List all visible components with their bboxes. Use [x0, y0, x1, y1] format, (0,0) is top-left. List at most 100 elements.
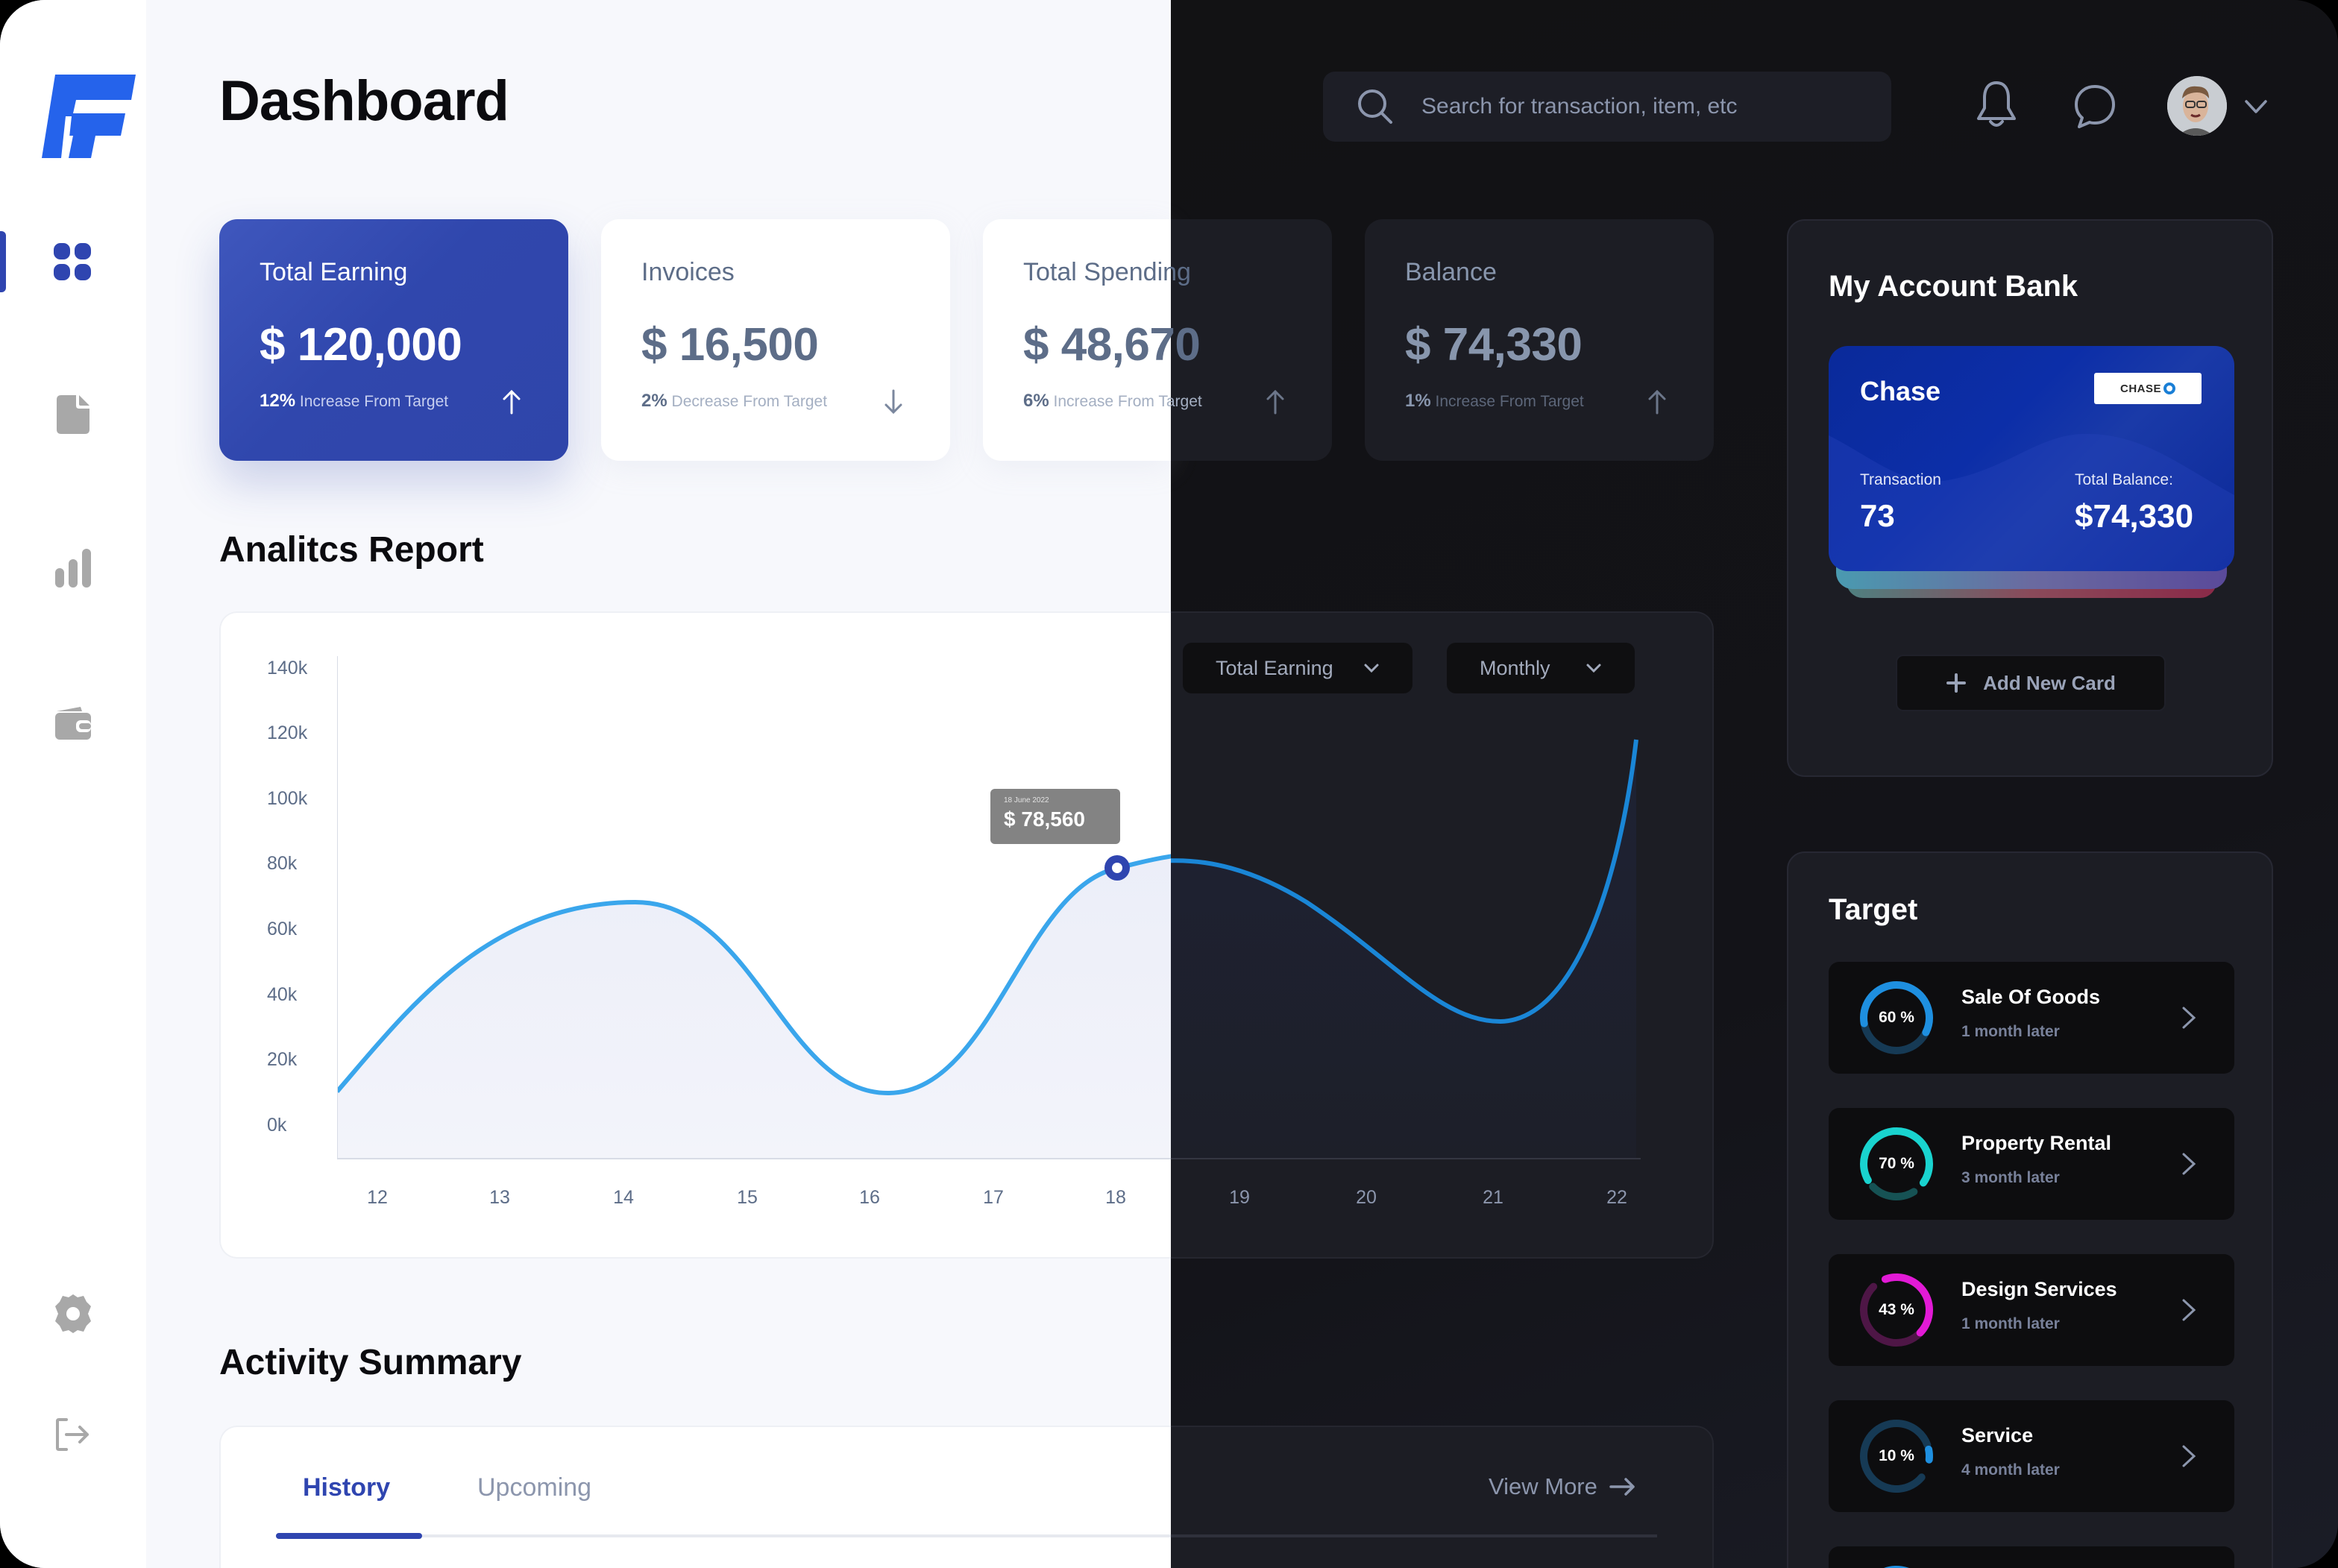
stat-footnote: 6% Increase From Target	[1023, 391, 1202, 412]
chase-logo: CHASE	[2094, 373, 2202, 404]
x-tick: 12	[367, 1187, 388, 1208]
arrow-right-icon	[1609, 1478, 1635, 1496]
stat-card-total-spending[interactable]	[983, 219, 1171, 461]
target-name: Sale Of Goods	[1961, 986, 2101, 1008]
chase-logo-text: CHASE	[2119, 382, 2161, 395]
bank-name: Chase	[1860, 376, 1941, 406]
y-tick: 140k	[267, 658, 308, 678]
arrow-up-icon	[503, 389, 521, 415]
brand-logo-icon[interactable]	[39, 70, 137, 163]
target-title: Target	[1829, 893, 1918, 926]
activity-summary-card	[219, 1426, 1714, 1568]
sidebar-item-wallet[interactable]	[43, 693, 103, 753]
tab-history[interactable]: History	[303, 1473, 391, 1502]
target-item-design-services[interactable]: 43 % Design Services 1 month later	[1829, 1254, 2234, 1366]
chase-octagon-icon	[2163, 382, 2175, 394]
activity-summary-title: Activity Summary	[219, 1343, 522, 1382]
chart-tooltip: 18 June 2022 $ 78,560	[990, 789, 1120, 844]
metric-dropdown[interactable]: Total Earning	[1183, 643, 1412, 693]
stat-label: Total Spending	[1023, 258, 1191, 286]
chevron-right-icon	[2182, 1153, 2196, 1175]
search-input[interactable]	[1421, 94, 1839, 119]
x-tick: 16	[859, 1187, 880, 1208]
user-photo-icon	[2167, 76, 2227, 136]
stat-label: Balance	[1405, 258, 1497, 286]
progress-ring-icon	[1860, 1127, 1933, 1200]
y-tick: 60k	[267, 919, 298, 939]
earnings-line-chart[interactable]	[337, 656, 1642, 1163]
target-due: 4 month later	[1961, 1461, 2060, 1479]
sidebar-item-documents[interactable]	[43, 385, 103, 444]
chat-icon	[2075, 85, 2115, 128]
target-item-service[interactable]: 10 % Service 4 month later	[1829, 1400, 2234, 1512]
chevron-down-icon[interactable]	[2242, 92, 2270, 121]
notifications-button[interactable]	[1970, 79, 2023, 131]
x-tick: 15	[737, 1187, 758, 1208]
search-bar[interactable]	[1323, 72, 1891, 142]
target-name: Service	[1961, 1424, 2034, 1446]
search-icon	[1358, 89, 1392, 124]
active-nav-indicator	[0, 231, 6, 292]
sidebar-item-settings[interactable]	[43, 1284, 103, 1344]
tab-divider	[276, 1534, 1171, 1537]
messages-button[interactable]	[2069, 81, 2121, 133]
tab-divider-dark	[1171, 1534, 1657, 1537]
stat-percent: 12%	[260, 391, 296, 411]
metric-dropdown-label: Total Earning	[1216, 656, 1333, 679]
arrow-down-icon	[884, 389, 902, 415]
activity-card-light-half	[219, 1426, 1171, 1568]
arrow-up-icon	[1266, 389, 1284, 415]
stat-label: Total Earning	[260, 258, 408, 286]
y-tick: 40k	[267, 984, 298, 1005]
progress-ring-icon	[1860, 1566, 1933, 1568]
stat-note: Decrease From Target	[671, 393, 828, 410]
bank-card-chase[interactable]: Chase CHASE Transaction 73 Total Balance…	[1829, 346, 2234, 571]
sidebar-item-logout[interactable]	[43, 1405, 103, 1464]
x-tick: 18	[1105, 1187, 1126, 1208]
stat-percent: 1%	[1405, 391, 1431, 411]
target-item-sale-of-goods[interactable]: 60 % Sale Of Goods 1 month later	[1829, 962, 2234, 1074]
stat-note: Increase From Target	[1053, 393, 1202, 410]
add-new-card-button[interactable]: Add New Card	[1896, 655, 2166, 711]
stat-card-total-earning[interactable]: Total Earning $ 120,000 12% Increase Fro…	[219, 219, 568, 461]
chevron-down-icon	[1364, 664, 1379, 673]
view-more-link[interactable]: View More	[1489, 1473, 1636, 1500]
target-name: Property Rental	[1961, 1132, 2112, 1154]
stat-value: $ 120,000	[260, 319, 462, 371]
progress-ring-icon	[1860, 981, 1933, 1054]
target-due: 1 month later	[1961, 1315, 2060, 1332]
bar-chart-icon	[55, 549, 91, 588]
x-tick: 20	[1356, 1187, 1377, 1208]
account-bank-title: My Account Bank	[1829, 270, 2078, 303]
stat-note: Increase From Target	[1435, 393, 1584, 410]
view-more-label: View More	[1489, 1473, 1597, 1499]
stat-card-invoices[interactable]: Invoices $ 16,500 2% Decrease From Targe…	[601, 219, 950, 461]
tab-upcoming[interactable]: Upcoming	[477, 1473, 592, 1502]
target-percent: 10 %	[1879, 1447, 1914, 1464]
stat-card-total-spending-content: Total Spending $ 48,670 6% Increase From…	[983, 219, 1332, 461]
x-tick: 19	[1229, 1187, 1250, 1208]
transaction-value: 73	[1860, 498, 1895, 533]
y-tick: 0k	[267, 1115, 287, 1136]
grid-icon	[54, 243, 91, 280]
file-icon	[57, 395, 89, 434]
stat-footnote: 1% Increase From Target	[1405, 391, 1584, 412]
target-name: Design Services	[1961, 1278, 2117, 1300]
sidebar-item-analytics[interactable]	[43, 538, 103, 598]
target-percent: 60 %	[1879, 1009, 1914, 1026]
target-percent: 43 %	[1879, 1301, 1914, 1318]
stat-card-balance[interactable]: Balance $ 74,330 1% Increase From Target	[1365, 219, 1714, 461]
period-dropdown[interactable]: Monthly	[1447, 643, 1635, 693]
target-item-partial[interactable]	[1829, 1546, 2234, 1568]
card-wave-decoration	[1829, 433, 2234, 571]
target-percent: 70 %	[1879, 1155, 1914, 1172]
wallet-icon	[55, 707, 91, 740]
avatar[interactable]	[2167, 76, 2227, 136]
balance-label: Total Balance:	[2075, 471, 2173, 488]
stat-value: $ 48,670	[1023, 319, 1201, 371]
add-new-card-label: Add New Card	[1983, 671, 2116, 694]
sidebar-item-dashboard[interactable]	[43, 233, 103, 292]
target-item-property-rental[interactable]: 70 % Property Rental 3 month later	[1829, 1108, 2234, 1220]
x-tick: 22	[1606, 1187, 1627, 1208]
